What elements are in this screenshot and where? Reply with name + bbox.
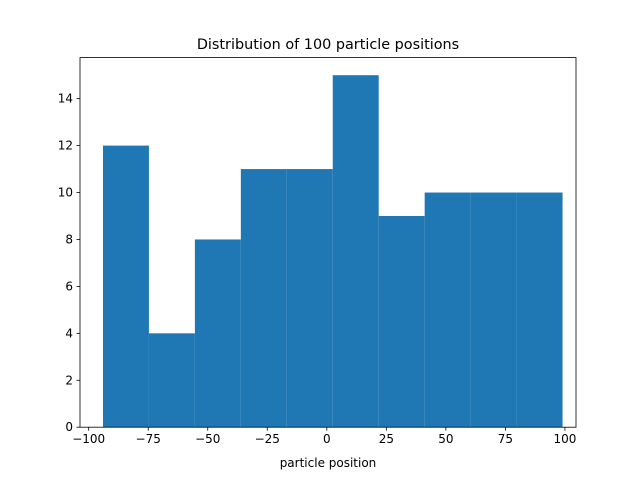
histogram-bar-1 [148,333,195,428]
y-tick-label: 4 [65,326,73,340]
histogram-bar-7 [424,192,471,428]
x-tick-label: 0 [323,432,331,446]
histogram-bar-9 [516,192,563,428]
y-tick-label: 12 [58,139,73,153]
histogram-bar-5 [332,75,379,428]
bars-layer [102,75,563,428]
plot-frame [79,57,577,428]
x-tick-label: 25 [379,432,394,446]
y-tick-label: 8 [65,232,73,246]
histogram-bar-8 [470,192,517,428]
y-tick-label: 6 [65,279,73,293]
x-tick-label: 100 [553,432,576,446]
x-tick-label: −25 [255,432,280,446]
x-tick-label: −75 [136,432,161,446]
y-tick-label: 10 [58,186,73,200]
histogram-bar-6 [378,216,425,428]
histogram-bar-0 [102,145,149,428]
y-tick-label: 14 [58,92,73,106]
x-axis-label: particle position [280,456,377,470]
histogram-bar-4 [286,169,333,428]
histogram-bar-2 [194,239,241,428]
x-tick-label: −100 [72,432,105,446]
y-tick-label: 2 [65,373,73,387]
chart-title: Distribution of 100 particle positions [197,37,459,53]
x-tick-label: −50 [195,432,220,446]
x-axis-ticks: −100 −75 −50 −25 0 25 50 75 100 [72,427,576,446]
y-axis-ticks: 0 2 4 6 8 10 12 14 [58,92,80,434]
histogram-bar-3 [240,169,287,428]
x-tick-label: 50 [438,432,453,446]
x-tick-label: 75 [498,432,513,446]
y-tick-label: 0 [65,420,73,434]
